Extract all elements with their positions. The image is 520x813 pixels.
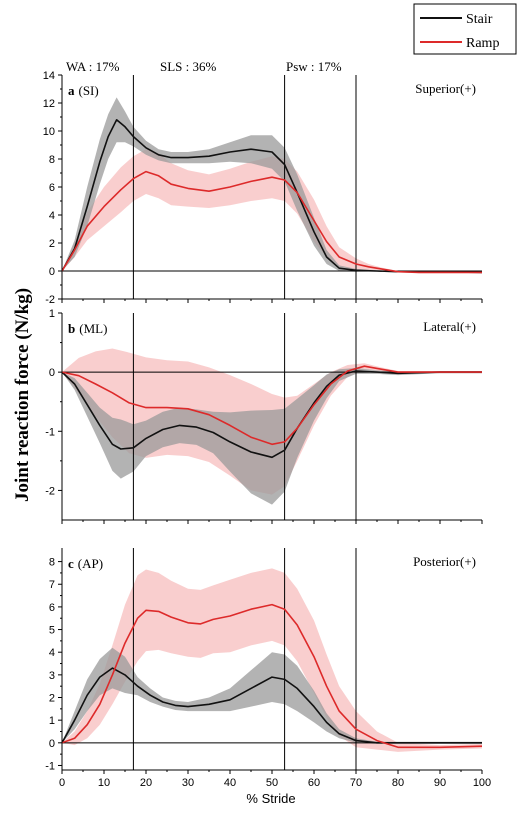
y-tick-label-a: -2	[45, 294, 55, 306]
y-tick-label-a: 4	[49, 210, 55, 222]
x-tick-label-c: 20	[140, 777, 152, 789]
x-tick-label-c: 30	[182, 777, 194, 789]
direction-label-c: Posterior(+)	[413, 554, 476, 569]
panel-label-a: a (SI)	[68, 83, 99, 98]
y-tick-label-b: -1	[45, 426, 55, 438]
panel-axis-b: (ML)	[79, 321, 107, 336]
panel-letter-c: c	[68, 556, 74, 571]
direction-label-b: Lateral(+)	[423, 319, 476, 334]
y-tick-label-a: 6	[49, 182, 55, 194]
band-ramp-a	[62, 149, 482, 274]
panel-letter-b: b	[68, 321, 75, 336]
band-stair-c	[62, 647, 482, 744]
panel-b: -2 -1 0 1 b (ML) Lateral(+)	[45, 308, 483, 524]
panel-letter-a: a	[68, 83, 75, 98]
band-ramp-c	[62, 568, 482, 752]
y-tick-label-b: -2	[45, 485, 55, 497]
y-tick-label-c: 4	[49, 647, 55, 659]
x-tick-label-c: 40	[224, 777, 236, 789]
x-tick-label-c: 60	[308, 777, 320, 789]
y-tick-label-c: 2	[49, 693, 55, 705]
series-line-stair-a	[62, 119, 482, 274]
y-tick-label-a: 0	[49, 266, 55, 278]
plot-area-b	[62, 313, 482, 520]
y-tick-label-a: 8	[49, 154, 55, 166]
panel-axis-c: (AP)	[78, 556, 103, 571]
y-axis-label: Joint reaction force (N/kg)	[12, 288, 33, 502]
panel-label-b: b (ML)	[68, 321, 107, 336]
y-tick-label-b: 1	[49, 308, 55, 320]
x-tick-label-c: 0	[59, 777, 65, 789]
legend: Stair Ramp	[413, 3, 517, 55]
phase-label-psw: Psw : 17%	[286, 59, 342, 74]
band-stair-b	[62, 368, 482, 505]
y-tick-label-c: 6	[49, 602, 55, 614]
y-tick-label-c: 3	[49, 670, 55, 682]
y-tick-label-c: -1	[45, 760, 55, 772]
series-line-ramp-a	[62, 170, 482, 274]
x-tick-label-c: 50	[266, 777, 278, 789]
x-axis-label: % Stride	[246, 791, 295, 806]
y-tick-label-c: 1	[49, 715, 55, 727]
plot-area-c	[62, 548, 482, 770]
legend-label-stair: Stair	[466, 12, 493, 27]
y-tick-label-c: 5	[49, 625, 55, 637]
panel-axis-a: (SI)	[79, 83, 99, 98]
phase-label-sls: SLS : 36%	[160, 59, 217, 74]
x-tick-label-c: 80	[392, 777, 404, 789]
y-tick-label-b: 0	[49, 367, 55, 379]
y-tick-label-a: 10	[43, 126, 55, 138]
panel-label-c: c (AP)	[68, 556, 103, 571]
y-tick-label-c: 0	[49, 738, 55, 750]
y-tick-label-a: 12	[43, 98, 55, 110]
y-tick-label-c: 8	[49, 557, 55, 569]
phase-label-wa: WA : 17%	[66, 59, 120, 74]
legend-label-ramp: Ramp	[466, 36, 499, 51]
plot-area-a	[62, 75, 482, 299]
y-tick-label-a: 14	[43, 70, 55, 82]
legend-box	[413, 3, 517, 55]
series-line-stair-c	[62, 667, 482, 744]
y-tick-label-c: 7	[49, 579, 55, 591]
series-line-ramp-c	[62, 603, 482, 749]
x-tick-label-c: 10	[98, 777, 110, 789]
y-tick-label-a: 2	[49, 238, 55, 250]
series-line-stair-b	[62, 370, 482, 459]
x-tick-label-c: 90	[434, 777, 446, 789]
x-tick-label-c: 100	[473, 777, 491, 789]
panel-a: -2 0 2 4 6 8 10 12 14 a (SI) Superior(+)	[43, 70, 483, 306]
direction-label-a: Superior(+)	[415, 81, 476, 96]
x-tick-label-c: 70	[350, 777, 362, 789]
series-line-ramp-b	[62, 365, 482, 446]
